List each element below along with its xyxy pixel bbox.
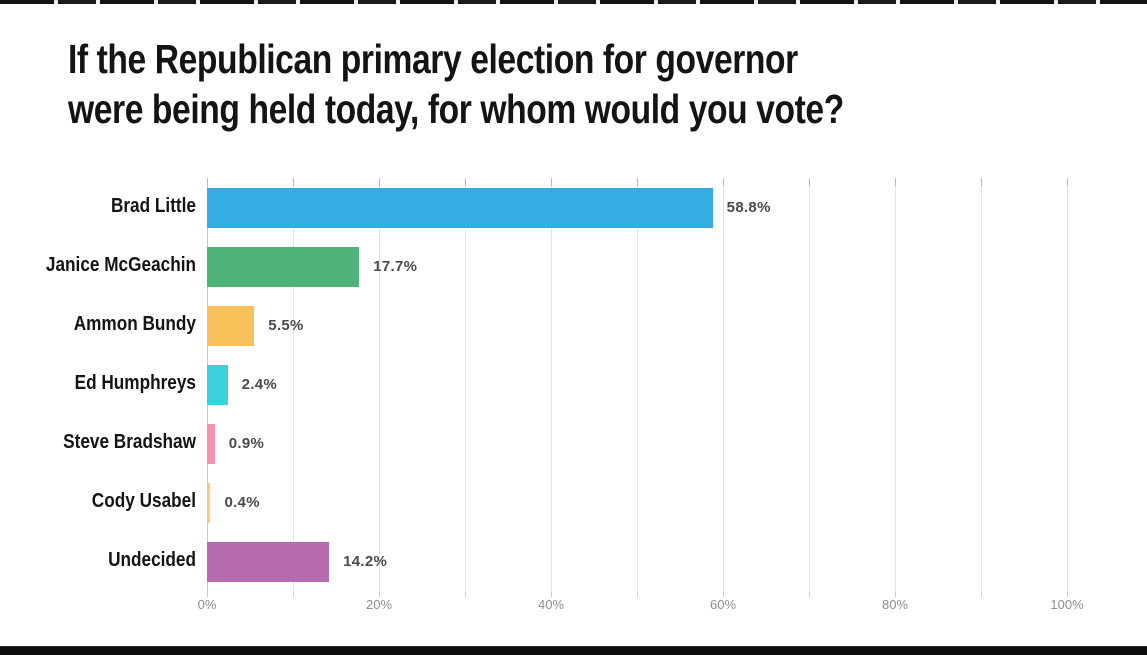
x-tick-mark bbox=[207, 592, 208, 597]
gridline bbox=[465, 178, 466, 592]
x-tick-label: 100% bbox=[1050, 597, 1084, 612]
x-tick-label: 80% bbox=[881, 597, 909, 612]
category-label: Ed Humphreys bbox=[74, 372, 196, 394]
plot-area bbox=[207, 178, 1068, 597]
value-label: 2.4% bbox=[241, 376, 278, 393]
x-tick-mark bbox=[465, 592, 466, 597]
bar-undecided bbox=[207, 542, 330, 583]
x-tick-label: 40% bbox=[537, 597, 565, 612]
chart-title: If the Republican primary election for g… bbox=[68, 34, 844, 134]
x-tick-mark bbox=[809, 592, 810, 597]
chart-title-line-2: were being held today, for whom would yo… bbox=[68, 86, 844, 133]
gridline bbox=[1067, 178, 1068, 592]
category-label: Cody Usabel bbox=[91, 490, 196, 513]
top-crop-strip bbox=[0, 0, 1147, 4]
bar-janice-mcgeachin bbox=[207, 246, 360, 287]
gridline bbox=[551, 178, 552, 592]
chart-title-line-1: If the Republican primary election for g… bbox=[68, 36, 798, 82]
gridline bbox=[637, 178, 638, 592]
x-tick-mark bbox=[379, 592, 380, 597]
value-label: 14.2% bbox=[343, 553, 388, 571]
category-label: Janice McGeachin bbox=[45, 253, 196, 276]
bottom-crop-strip bbox=[0, 646, 1147, 655]
gridline bbox=[981, 178, 982, 592]
value-label: 58.8% bbox=[726, 198, 771, 216]
x-tick-mark bbox=[637, 592, 638, 597]
x-tick-mark bbox=[293, 592, 294, 597]
bar-steve-bradshaw bbox=[207, 424, 215, 465]
bar-brad-little bbox=[207, 187, 713, 228]
category-label: Ammon Bundy bbox=[73, 312, 196, 335]
x-tick-mark bbox=[895, 592, 896, 597]
gridline bbox=[379, 178, 380, 592]
gridline bbox=[723, 178, 724, 592]
category-label: Undecided bbox=[108, 549, 196, 572]
gridline bbox=[293, 178, 294, 592]
x-tick-mark bbox=[981, 592, 982, 597]
bar-cody-usabel bbox=[207, 483, 211, 524]
x-tick-label: 60% bbox=[709, 597, 737, 612]
x-tick-label: 20% bbox=[365, 597, 393, 612]
category-label: Brad Little bbox=[110, 194, 196, 217]
value-label: 0.9% bbox=[228, 435, 265, 453]
x-tick-mark bbox=[551, 592, 552, 597]
gridline bbox=[809, 178, 810, 592]
bar-ammon-bundy bbox=[207, 305, 255, 346]
bar-ed-humphreys bbox=[207, 365, 228, 405]
value-label: 5.5% bbox=[268, 316, 304, 334]
x-tick-mark bbox=[723, 592, 724, 597]
category-label: Steve Bradshaw bbox=[63, 431, 197, 454]
x-tick-mark bbox=[1067, 592, 1068, 597]
value-label: 0.4% bbox=[224, 494, 260, 512]
x-tick-label: 0% bbox=[197, 597, 217, 612]
value-label: 17.7% bbox=[373, 257, 418, 275]
gridline bbox=[895, 178, 896, 592]
